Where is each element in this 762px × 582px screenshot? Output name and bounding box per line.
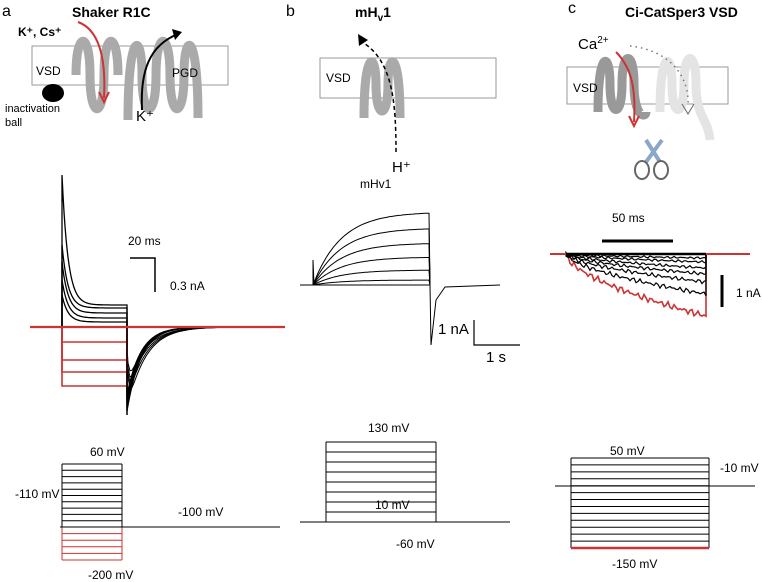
panel-title: mHv1 bbox=[355, 4, 391, 24]
trace bbox=[550, 253, 707, 297]
vsd-label: VSD bbox=[326, 71, 351, 85]
panel-title: Shaker R1C bbox=[72, 4, 151, 20]
ball-label: ball bbox=[5, 117, 22, 129]
ion-label: H⁺ bbox=[392, 159, 411, 176]
scale-label: 50 ms bbox=[612, 211, 645, 225]
trace bbox=[61, 327, 128, 373]
pgd-helix bbox=[655, 54, 715, 141]
scale-label: 0.3 nA bbox=[170, 279, 205, 293]
trace bbox=[30, 294, 284, 412]
trace bbox=[300, 269, 431, 286]
trace bbox=[550, 250, 707, 270]
trace bbox=[126, 326, 284, 390]
inactivation-ball bbox=[42, 84, 64, 102]
vsd-helix bbox=[71, 37, 123, 113]
ion-charge: 2+ bbox=[597, 35, 609, 46]
trace bbox=[300, 228, 431, 286]
trace bbox=[300, 212, 431, 286]
voltage-label: 60 mV bbox=[90, 445, 125, 459]
trace bbox=[61, 327, 128, 361]
vsd-label: VSD bbox=[573, 81, 598, 95]
ion-label: Ca2+ bbox=[578, 35, 609, 53]
arrow bbox=[77, 21, 106, 99]
membrane bbox=[566, 66, 729, 105]
panel-letter: a bbox=[2, 3, 11, 20]
traces bbox=[550, 250, 750, 318]
voltage-label: 10 mV bbox=[375, 498, 410, 512]
arrow bbox=[361, 41, 397, 153]
scale-bar bbox=[130, 257, 156, 292]
trace bbox=[300, 279, 431, 286]
scale-label: 20 ms bbox=[128, 234, 161, 248]
voltage-label: -110 mV bbox=[15, 487, 59, 501]
arrow-head bbox=[98, 91, 110, 105]
trace bbox=[550, 253, 707, 264]
arrow-head bbox=[628, 115, 640, 129]
arrow bbox=[140, 33, 179, 111]
trace bbox=[61, 327, 128, 387]
trace bbox=[126, 326, 284, 378]
trace bbox=[550, 252, 707, 260]
arrow bbox=[629, 45, 689, 107]
trace bbox=[300, 259, 501, 346]
protocol bbox=[555, 457, 755, 550]
scissors bbox=[634, 160, 650, 180]
protocol bbox=[300, 441, 510, 523]
traces bbox=[300, 212, 501, 346]
voltage-label: -200 mV bbox=[88, 568, 133, 582]
panel-title: Ci-CatSper3 VSD bbox=[625, 4, 738, 20]
arrow-head bbox=[172, 29, 182, 40]
scale-label: 1 nA bbox=[736, 286, 761, 300]
trace bbox=[126, 326, 284, 384]
title-sub: v bbox=[378, 13, 384, 24]
trace bbox=[30, 244, 284, 400]
pgd-label: PGD bbox=[172, 66, 198, 80]
ion-label: K⁺ bbox=[136, 108, 154, 125]
ball-label: inactivation bbox=[5, 103, 60, 115]
trace-label: mHv1 bbox=[360, 177, 392, 191]
trace bbox=[300, 243, 431, 286]
vsd-label: VSD bbox=[36, 64, 61, 78]
trace bbox=[550, 253, 707, 318]
scale-label: 1 nA bbox=[438, 321, 469, 338]
trace bbox=[61, 327, 128, 343]
scale-bar bbox=[473, 320, 520, 346]
ion: Ca bbox=[578, 36, 598, 53]
voltage-label: 130 mV bbox=[368, 421, 409, 435]
voltage-label: -100 mV bbox=[178, 505, 223, 519]
trace bbox=[550, 251, 707, 285]
scissors bbox=[653, 160, 669, 180]
title-part: mH bbox=[355, 4, 378, 20]
voltage-label: -60 mV bbox=[396, 537, 435, 551]
voltage-label: -10 mV bbox=[720, 461, 759, 475]
protocol bbox=[60, 463, 280, 561]
voltage-label: 50 mV bbox=[610, 444, 645, 458]
arrow bbox=[615, 51, 636, 123]
traces bbox=[30, 174, 285, 415]
scissors bbox=[644, 138, 664, 164]
panel-letter: b bbox=[286, 3, 295, 20]
membrane bbox=[319, 57, 497, 99]
arrow-head bbox=[358, 34, 368, 46]
voltage-label: -150 mV bbox=[612, 557, 657, 571]
vsd-helix bbox=[359, 57, 405, 119]
ion-label: K⁺, Cs⁺ bbox=[18, 25, 61, 39]
scale-label: 1 s bbox=[486, 349, 506, 366]
trace bbox=[300, 256, 431, 286]
title-part: 1 bbox=[383, 4, 391, 20]
panel-letter: c bbox=[568, 0, 576, 17]
arrow-head bbox=[681, 103, 695, 116]
